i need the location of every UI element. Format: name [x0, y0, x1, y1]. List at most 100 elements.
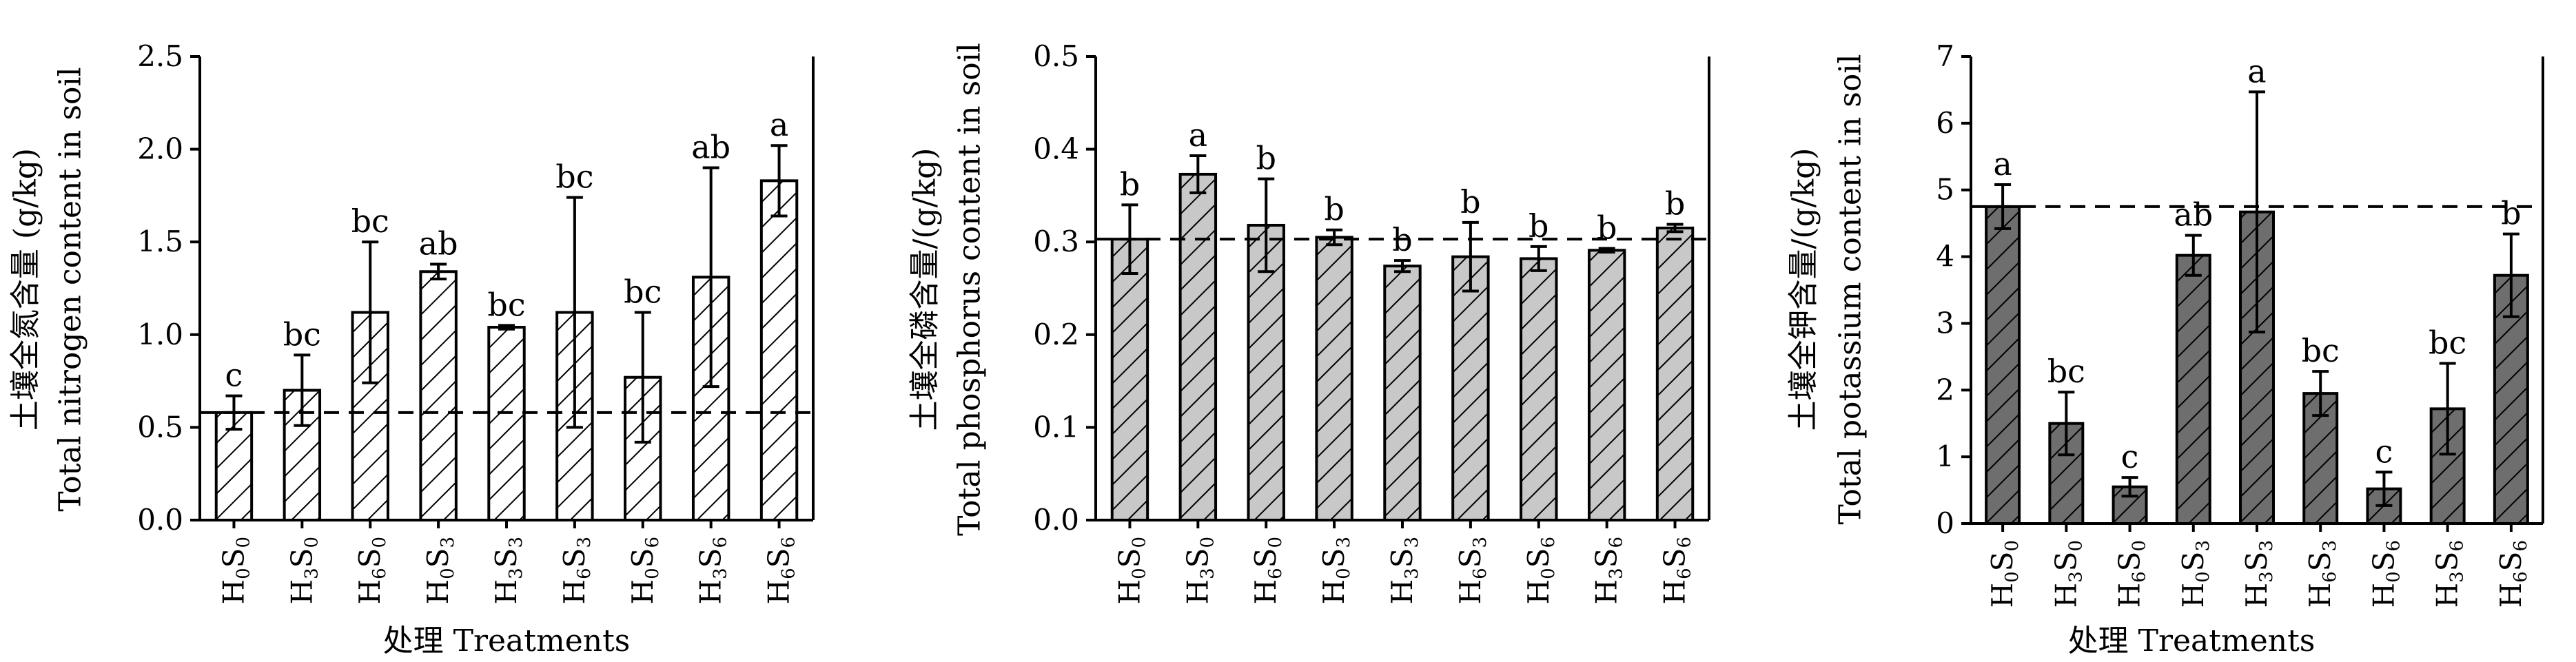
x-tick-label: H6S6	[2494, 540, 2531, 608]
error-bar-H6S0	[362, 240, 379, 384]
y-axis-title-zh: 土壤全磷含量/(g/kg)	[908, 148, 943, 431]
y-axis-title-zh: 土壤全氮含量 (g/kg)	[8, 148, 43, 431]
y-tick-label: 0.3	[1033, 225, 1079, 258]
y-tick-label: 0.0	[137, 503, 183, 537]
significance-letter: b	[2501, 195, 2521, 232]
x-axis-title: 处理 Treatments	[383, 623, 631, 659]
x-tick-label: H6S0	[353, 537, 390, 605]
significance-letter: c	[2121, 438, 2139, 475]
error-bar-H3S3	[1394, 259, 1411, 273]
x-tick-label: H3S6	[694, 537, 731, 605]
bar-H3S3	[487, 326, 526, 521]
error-bar-H6S6	[2502, 232, 2519, 318]
x-tick-label: H0S0	[1985, 540, 2023, 608]
bar-H0S0	[1985, 205, 2021, 525]
significance-letter: b	[1120, 165, 1140, 203]
significance-letter: a	[1993, 145, 2012, 183]
significance-letter: b	[1324, 191, 1344, 228]
significance-letter: bc	[2302, 332, 2340, 369]
x-tick-label: H3S3	[2240, 540, 2277, 608]
chart-panel-phosphorus: 0.0 0.1 0.2 0.3 0.4 0.5 土壤全磷含量/(g/kg) Total pho…	[908, 39, 1710, 605]
error-bar-H6S6	[770, 144, 788, 218]
x-tick-label: H6S6	[762, 537, 799, 605]
x-tick-label: H3S3	[489, 537, 527, 605]
error-bar-H6S3	[566, 196, 583, 429]
significance-letter: a	[1189, 116, 1207, 154]
bar-H0S3	[1315, 236, 1353, 521]
x-tick-label: H0S3	[1317, 537, 1354, 605]
chart-panel-potassium: 0 1 2 3 4 5 6 7 土壤全钾含量/(g/kg) Total potassium con…	[1786, 39, 2544, 659]
x-tick-label: H6S3	[2303, 540, 2340, 608]
x-tick-label: H6S3	[1453, 537, 1491, 605]
x-tick-label: H3S0	[285, 537, 322, 605]
x-tick-label: H0S6	[1522, 537, 1559, 605]
error-bar-H3S6	[1598, 247, 1615, 254]
significance-letter: a	[770, 106, 788, 143]
significance-letter: bc	[283, 316, 321, 353]
error-bar-H3S6	[702, 166, 719, 389]
bar-H6S6	[1655, 227, 1695, 521]
y-axis-title-en: Total potassium content in soil	[1833, 54, 1868, 524]
bar-H3S3	[1383, 265, 1422, 521]
y-tick-label: 0	[1936, 506, 1954, 540]
x-tick-label: H3S0	[2049, 540, 2086, 608]
y-tick-label: 0.1	[1033, 410, 1079, 444]
y-tick-label: 1.5	[137, 225, 183, 258]
y-tick-label: 5	[1936, 173, 1954, 207]
significance-letter: c	[225, 357, 243, 394]
x-tick-label: H3S6	[1590, 537, 1627, 605]
y-axis-title-en: Total phosphorus content in soil	[952, 43, 988, 536]
y-tick-label: 0.4	[1033, 132, 1079, 166]
y-tick-label: 7	[1936, 39, 1954, 73]
y-tick-label: 3	[1936, 306, 1954, 340]
y-axis-title-en: Total nitrogen content in soil	[53, 67, 88, 511]
bar-H6S3	[1451, 255, 1490, 521]
bar-H3S6	[1587, 249, 1626, 521]
error-bar-H3S6	[2439, 362, 2456, 456]
error-bar-H0S6	[1530, 245, 1547, 272]
error-bar-H6S3	[1462, 220, 1479, 293]
error-bar-H3S0	[1189, 154, 1207, 194]
error-bar-H0S3	[2185, 234, 2202, 277]
error-bar-H6S6	[1666, 223, 1684, 234]
significance-letter: bc	[624, 273, 662, 310]
significance-letter: c	[2375, 433, 2393, 470]
axes: 0.0 0.5 1.0 1.5 2.0 2.5	[137, 39, 815, 537]
significance-letter: ab	[691, 129, 730, 166]
significance-letter: bc	[487, 286, 525, 323]
x-tick-label: H3S3	[1385, 537, 1422, 605]
y-tick-label: 2	[1936, 373, 1954, 406]
bar-H3S0	[1178, 172, 1218, 522]
bar-H0S3	[2175, 254, 2211, 525]
x-tick-label: H3S0	[1180, 537, 1218, 605]
y-tick-label: 1	[1936, 439, 1954, 473]
x-tick-label: H0S0	[1112, 537, 1149, 605]
error-bar-H0S3	[1326, 228, 1343, 247]
y-axis-title-zh: 土壤全钾含量/(g/kg)	[1786, 148, 1821, 431]
significance-letter: bc	[2429, 324, 2466, 362]
significance-letter: a	[2247, 52, 2266, 90]
error-bar-H0S3	[430, 262, 447, 281]
significance-letter: ab	[2174, 196, 2213, 234]
x-tick-label: H0S0	[216, 537, 254, 605]
y-tick-label: 6	[1936, 106, 1954, 140]
error-bar-H0S6	[2375, 470, 2393, 507]
error-bar-H6S0	[1258, 177, 1275, 273]
y-tick-label: 1.0	[137, 318, 183, 351]
error-bar-H0S6	[634, 311, 651, 444]
x-tick-label: H0S6	[626, 537, 663, 605]
y-tick-label: 2.5	[137, 39, 183, 73]
x-tick-label: H6S6	[1658, 537, 1695, 605]
error-bar-H3S0	[2058, 391, 2075, 457]
bar-H6S6	[2493, 273, 2529, 525]
significance-letter: b	[1665, 185, 1685, 223]
error-bar-H3S3	[498, 324, 515, 331]
y-tick-label: 0.5	[137, 410, 183, 444]
bar-H0S0	[1110, 238, 1149, 521]
significance-letter: b	[1597, 209, 1617, 247]
significance-letter: b	[1256, 140, 1276, 177]
bar-H0S6	[1520, 257, 1558, 521]
significance-letter: bc	[351, 203, 389, 240]
x-tick-label: H0S3	[2176, 540, 2214, 608]
